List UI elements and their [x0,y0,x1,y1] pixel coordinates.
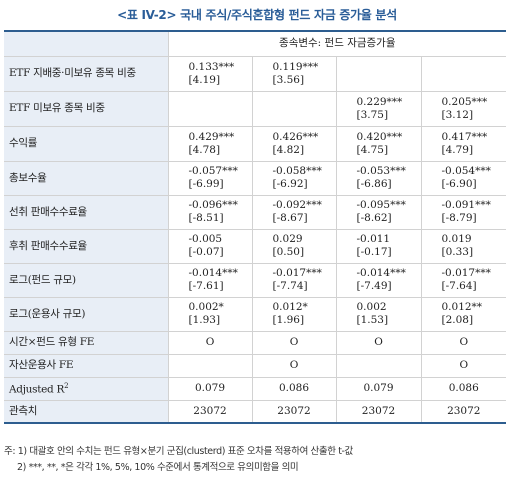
row-label: 로그(펀드 규모) [4,262,169,298]
row-label: ETF 지배중·미보유 종목 비중 [4,55,169,92]
stat-cell: 23072 [335,399,421,424]
coef-cell: 0.029 [0.50] [251,228,336,264]
row-label: 수익률 [4,125,169,162]
stat-cell: 0.079 [167,376,252,401]
coef-cell: -0.058*** [-6.92] [251,160,336,196]
table-row: 선취 판매수수료율 -0.096*** [-8.51] -0.092*** [-8.… [4,194,507,230]
table-title: <표 IV-2> 국내 주식/주식혼합형 펀드 자금 증가율 분석 [117,8,397,22]
table-row: ETF 미보유 종목 비중 0.229*** [3.75] 0.205*** [3.… [4,90,507,127]
coef-cell: 0.012** [2.08] [420,296,507,332]
coef-cell: 0.229*** [3.75] [335,90,421,127]
coef-cell: 0.426*** [4.82] [251,125,336,162]
coef-cell: -0.054*** [-6.90] [420,160,507,196]
coef-cell: 0.119*** [3.56] [251,55,336,92]
header-blank-cell [4,30,169,57]
table-row: Adjusted R2 0.079 0.086 0.079 0.086 [4,376,507,401]
coef-cell: -0.057*** [-6.99] [167,160,252,196]
table-row: 수익률 0.429*** [4.78] 0.426*** [4.82] 0.420*… [4,125,507,162]
coef-cell: -0.095*** [-8.62] [335,194,421,230]
fe-cell: O [167,330,252,355]
row-label: 자산운용사 FE [4,353,169,378]
coef-cell: 0.420*** [4.75] [335,125,421,162]
row-label: 선취 판매수수료율 [4,194,169,230]
coef-cell: -0.096*** [-8.51] [167,194,252,230]
coef-cell: -0.017*** [-7.74] [251,262,336,298]
stat-cell: 23072 [251,399,336,424]
stat-cell: 0.086 [251,376,336,401]
coef-cell: -0.053*** [-6.86] [335,160,421,196]
row-label: 로그(운용사 규모) [4,296,169,332]
row-label: Adjusted R2 [4,376,169,401]
row-label: ETF 미보유 종목 비중 [4,90,169,127]
table-row: ETF 지배중·미보유 종목 비중 0.133*** [4.19] 0.119**… [4,55,507,92]
header-row: 종속변수: 펀드 자금증가율 [4,30,507,57]
stat-cell: 23072 [420,399,507,424]
coef-cell: -0.014*** [-7.49] [335,262,421,298]
coef-cell [420,55,507,92]
coef-cell: -0.011 [-0.17] [335,228,421,264]
coef-cell: 0.002 [1.53] [335,296,421,332]
coef-cell: 0.019 [0.33] [420,228,507,264]
coef-cell: 0.429*** [4.78] [167,125,252,162]
table-row: 시간×펀드 유형 FE O O O O [4,330,507,355]
coef-cell: -0.014*** [-7.61] [167,262,252,298]
stat-cell: 0.079 [335,376,421,401]
fe-cell: O [335,330,421,355]
table-row: 관측치 23072 23072 23072 23072 [4,399,507,424]
coef-cell: 0.417*** [4.79] [420,125,507,162]
coef-cell [167,90,252,127]
coef-cell: -0.017*** [-7.64] [420,262,507,298]
table-row: 로그(펀드 규모) -0.014*** [-7.61] -0.017*** [-7.… [4,262,507,298]
stat-cell: 23072 [167,399,252,424]
table-row: 후취 판매수수료율 -0.005 [-0.07] 0.029 [0.50] -0.0… [4,228,507,264]
stat-cell: 0.086 [420,376,507,401]
coef-cell: 0.012* [1.96] [251,296,336,332]
fe-cell [335,353,421,378]
fe-cell: O [251,330,336,355]
dependent-variable-header: 종속변수: 펀드 자금증가율 [167,30,507,57]
table-row: 자산운용사 FE O O [4,353,507,378]
coef-cell: -0.092*** [-8.67] [251,194,336,230]
row-label: 관측치 [4,399,169,424]
fe-cell [167,353,252,378]
coef-cell: -0.005 [-0.07] [167,228,252,264]
coef-cell: 0.002* [1.93] [167,296,252,332]
coef-cell: -0.091*** [-8.79] [420,194,507,230]
coef-cell: 0.133*** [4.19] [167,55,252,92]
regression-table: 종속변수: 펀드 자금증가율 ETF 지배중·미보유 종목 비중 0.133**… [4,30,507,424]
coef-cell [251,90,336,127]
fe-cell: O [420,353,507,378]
row-label: 후취 판매수수료율 [4,228,169,264]
row-label: 총보수율 [4,160,169,196]
fe-cell: O [251,353,336,378]
footnote-2: 2) ***, **, *은 각각 1%, 5%, 10% 수준에서 통계적으로… [17,462,299,473]
fe-cell: O [420,330,507,355]
table-row: 총보수율 -0.057*** [-6.99] -0.058*** [-6.92] -… [4,160,507,196]
coef-cell [335,55,421,92]
row-label: 시간×펀드 유형 FE [4,330,169,355]
table-row: 로그(운용사 규모) 0.002* [1.93] 0.012* [1.96] 0.0… [4,296,507,332]
footnote-1: 주: 1) 대괄호 안의 수치는 펀드 유형×분기 군집(clusterd) 표… [4,446,353,457]
coef-cell: 0.205*** [3.12] [420,90,507,127]
